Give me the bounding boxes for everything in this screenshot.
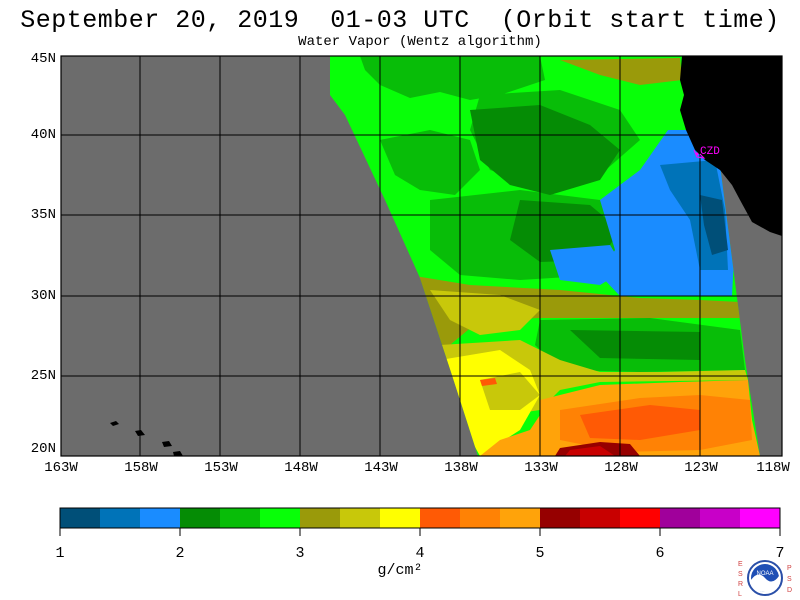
colorbar-tick-label: 1	[55, 545, 65, 562]
map-border	[60, 55, 783, 457]
noaa-logo: NOAA E S R L P S D	[738, 560, 792, 598]
colorbar-tick-label: 3	[295, 545, 305, 562]
colorbar-tick-label: 7	[775, 545, 785, 562]
psd-letter: S	[787, 576, 792, 583]
esrl-letter: S	[738, 571, 743, 578]
lon-label: 138W	[444, 460, 478, 476]
lat-label: 35N	[30, 207, 56, 223]
station-marker	[693, 149, 706, 159]
colorbar-tick-label: 4	[415, 545, 425, 562]
psd-letter: P	[787, 565, 792, 572]
colorbar-tick-label: 2	[175, 545, 185, 562]
lon-label: 118W	[756, 460, 790, 476]
lon-label: 163W	[44, 460, 78, 476]
station-label: CZD	[700, 146, 720, 158]
colorbar-tick-label: 5	[535, 545, 545, 562]
lon-label: 153W	[204, 460, 238, 476]
psd-letter: D	[787, 587, 792, 594]
lat-label: 45N	[30, 51, 56, 67]
lon-label: 128W	[604, 460, 638, 476]
lon-label: 148W	[284, 460, 318, 476]
hawaiian-islands	[110, 421, 183, 456]
lat-label: 25N	[30, 368, 56, 384]
esrl-letter: R	[738, 581, 743, 588]
grid-lines	[61, 56, 782, 456]
lon-label: 158W	[124, 460, 158, 476]
noaa-logo-text: NOAA	[756, 571, 773, 577]
lat-label: 20N	[30, 441, 56, 457]
esrl-letter: E	[738, 561, 743, 568]
esrl-letter: L	[738, 591, 742, 598]
data-swath	[330, 56, 760, 456]
lat-label: 40N	[30, 127, 56, 143]
colorbar-tick-label: 6	[655, 545, 665, 562]
lon-label: 123W	[684, 460, 718, 476]
lon-label: 133W	[524, 460, 558, 476]
map-title: September 20, 2019 01-03 UTC (Orbit star…	[20, 6, 780, 35]
lon-label: 143W	[364, 460, 398, 476]
map-subtitle: Water Vapor (Wentz algorithm)	[298, 34, 542, 50]
colorbar-units: g/cm²	[377, 562, 423, 579]
lat-label: 30N	[30, 288, 56, 304]
coastline-land	[680, 56, 782, 236]
